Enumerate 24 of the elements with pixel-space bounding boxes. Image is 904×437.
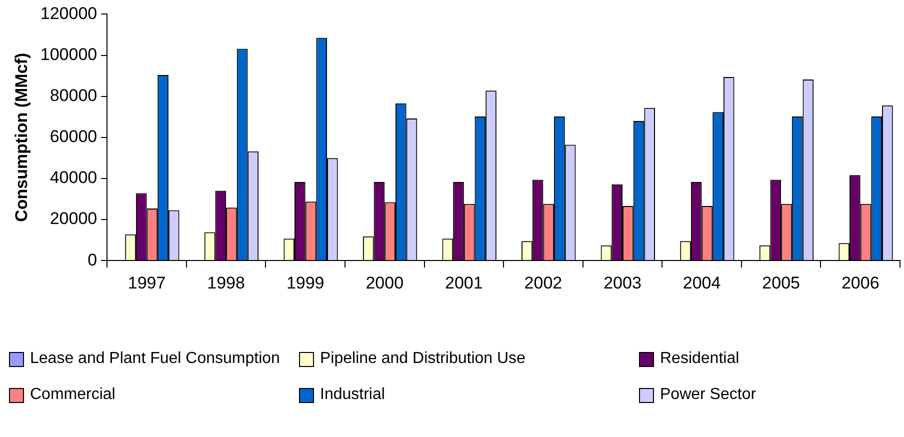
y-tick-label: 100000 [40, 44, 98, 64]
x-tick-label: 2004 [682, 273, 721, 292]
y-tick-label: 80000 [50, 86, 98, 106]
legend-label: Lease and Plant Fuel Consumption [30, 350, 280, 368]
legend-label: Commercial [30, 386, 116, 404]
legend-label: Industrial [320, 386, 385, 404]
y-tick-label: 120000 [40, 4, 98, 23]
y-tick-label: 0 [88, 250, 98, 270]
x-tick-label: 2000 [366, 273, 404, 292]
x-tick-label: 2005 [762, 273, 800, 292]
legend-label: Pipeline and Distribution Use [320, 350, 526, 368]
x-tick-label: 1998 [207, 273, 245, 292]
x-tick-label: 2006 [841, 273, 880, 292]
x-tick-label: 2001 [445, 273, 483, 292]
x-tick-label: 2003 [604, 273, 642, 292]
y-tick-label: 40000 [50, 168, 98, 188]
x-tick-label: 1997 [128, 273, 166, 292]
y-tick-label: 60000 [50, 127, 98, 146]
legend-label: Power Sector [660, 386, 756, 404]
x-tick-label: 2002 [524, 273, 562, 292]
x-tick-label: 1999 [286, 273, 324, 292]
y-axis-title: Consumption (MMcf) [12, 52, 31, 222]
y-tick-label: 20000 [50, 209, 98, 228]
legend-label: Residential [660, 350, 740, 368]
